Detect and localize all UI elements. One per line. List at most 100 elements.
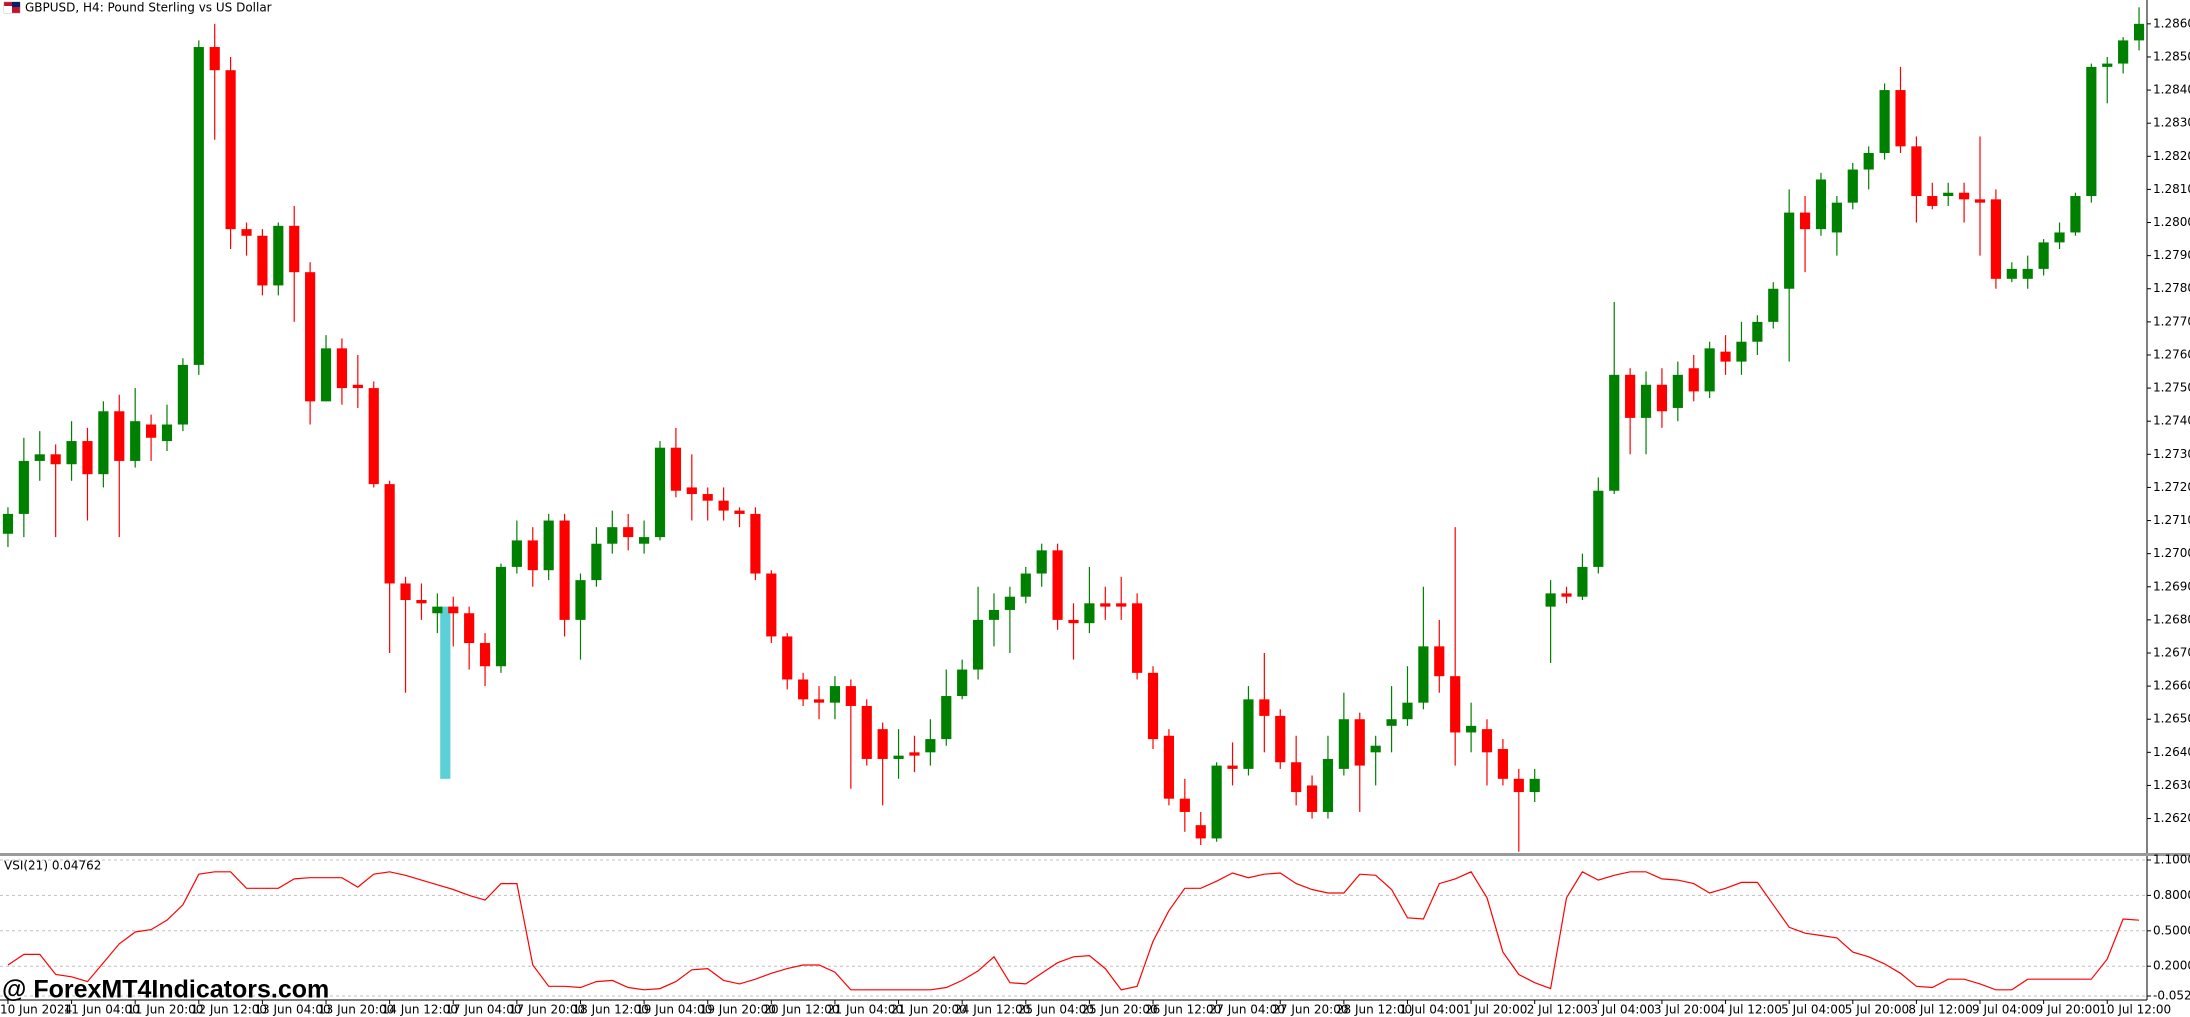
x-tick-label: 13 Jun 20:00 [318, 1003, 394, 1017]
candle-body [1147, 672, 1159, 740]
candle-body [432, 606, 443, 614]
candle-body [1497, 749, 1508, 779]
y-tick-label: 1.27600 [2153, 347, 2190, 361]
candle-body [1656, 384, 1668, 412]
candle-body [670, 447, 681, 491]
candle-body [1116, 603, 1127, 607]
candle-body [1577, 566, 1588, 597]
candle-body [225, 70, 236, 230]
candle-body [2118, 40, 2129, 64]
candle-body [1466, 725, 1477, 733]
candle-body [82, 441, 93, 475]
y-tick-label: 1.28500 [2153, 49, 2190, 63]
candle-body [34, 454, 45, 461]
y-tick-label: 0.50000 [2153, 923, 2190, 937]
y-tick-label: 1.27100 [2153, 513, 2190, 527]
candle-body [845, 686, 856, 706]
candle-body [1799, 212, 1811, 230]
candle-body [1020, 573, 1031, 597]
candle-body [400, 583, 411, 601]
x-tick-label: 24 Jun 12:00 [954, 1003, 1030, 1017]
candle-body [1179, 798, 1190, 812]
y-tick-label: 1.26200 [2153, 811, 2190, 825]
candle-body [1911, 146, 1922, 197]
indicator-label: VSI(21) 0.04762 [4, 859, 101, 873]
x-tick-label: 25 Jun 04:00 [1018, 1003, 1094, 1017]
candle-body [209, 47, 220, 71]
candle-body [1338, 719, 1349, 769]
x-tick-label: 1 Jul 20:00 [1463, 1003, 1527, 1017]
candle-body [734, 510, 745, 514]
candle-body [1990, 199, 2002, 279]
candle-body [384, 484, 395, 584]
y-tick-label: 1.27000 [2153, 546, 2190, 560]
candle-body [1704, 348, 1715, 392]
x-tick-label: 8 Jul 12:00 [1908, 1003, 1972, 1017]
candle-body [177, 364, 188, 425]
x-tick-label: 25 Jun 20:00 [1081, 1003, 1157, 1017]
candle-body [2070, 196, 2081, 233]
candle-body [511, 540, 522, 567]
y-tick-label: 1.28100 [2153, 182, 2190, 196]
candle-body [1863, 152, 1874, 170]
candle-body [829, 686, 841, 703]
candle-body [591, 543, 602, 581]
y-tick-label: 1.26700 [2153, 645, 2190, 659]
candle-body [1004, 596, 1015, 610]
candle-body [2022, 268, 2033, 279]
x-tick-label: 4 Jul 12:00 [1718, 1003, 1782, 1017]
candle-body [782, 636, 793, 680]
candle-body [798, 679, 809, 700]
candle-body [543, 520, 554, 571]
x-tick-label: 21 Jun 20:00 [891, 1003, 967, 1017]
x-tick-label: 9 Jul 04:00 [1972, 1003, 2036, 1017]
candle-body [1354, 719, 1365, 766]
y-tick-label: 1.26800 [2153, 612, 2190, 626]
x-tick-label: 2 Jul 12:00 [1527, 1003, 1591, 1017]
x-tick-label: 26 Jun 12:00 [1145, 1003, 1221, 1017]
y-tick-label: 1.27300 [2153, 447, 2190, 461]
x-tick-label: 12 Jun 12:00 [191, 1003, 267, 1017]
candle-body [750, 513, 761, 574]
highlight-bar [440, 606, 451, 779]
candle-body [1847, 169, 1858, 203]
candle-body [416, 600, 427, 604]
y-tick-label: 1.26900 [2153, 579, 2190, 593]
candle-body [1227, 765, 1238, 769]
candle-body [1243, 699, 1254, 769]
candle-body [320, 348, 332, 402]
candle-body [893, 755, 904, 759]
candle-body [1768, 288, 1779, 322]
x-tick-label: 19 Jun 20:00 [700, 1003, 776, 1017]
candle-body [114, 411, 125, 461]
y-tick-label: -0.05238 [2153, 989, 2190, 1003]
candle-body [289, 225, 300, 273]
candle-body [1322, 758, 1334, 812]
x-tick-label: 5 Jul 20:00 [1845, 1003, 1909, 1017]
x-tick-label: 3 Jul 04:00 [1590, 1003, 1654, 1017]
candle-body [1959, 192, 1970, 200]
candle-body [909, 752, 920, 756]
candle-body [1720, 351, 1731, 362]
x-tick-label: 27 Jun 04:00 [1209, 1003, 1285, 1017]
chart-title: GBPUSD, H4: Pound Sterling vs US Dollar [25, 1, 272, 15]
y-tick-label: 1.27400 [2153, 414, 2190, 428]
x-tick-label: 19 Jun 04:00 [636, 1003, 712, 1017]
x-tick-label: 20 Jun 12:00 [763, 1003, 839, 1017]
candle-body [1561, 593, 1572, 597]
y-tick-label: 1.26400 [2153, 745, 2190, 759]
candle-body [972, 619, 984, 670]
candle-body [1275, 715, 1286, 763]
candle-body [1831, 202, 1842, 233]
x-tick-label: 9 Jul 20:00 [2036, 1003, 2100, 1017]
x-tick-label: 17 Jun 20:00 [509, 1003, 585, 1017]
candle-body [527, 540, 538, 571]
y-tick-label: 1.28000 [2153, 215, 2190, 229]
x-tick-label: 11 Jun 20:00 [127, 1003, 203, 1017]
candle-body [1943, 192, 1954, 197]
candle-body [1672, 374, 1683, 408]
candle-body [1927, 196, 1938, 206]
candle-body [1481, 729, 1493, 753]
